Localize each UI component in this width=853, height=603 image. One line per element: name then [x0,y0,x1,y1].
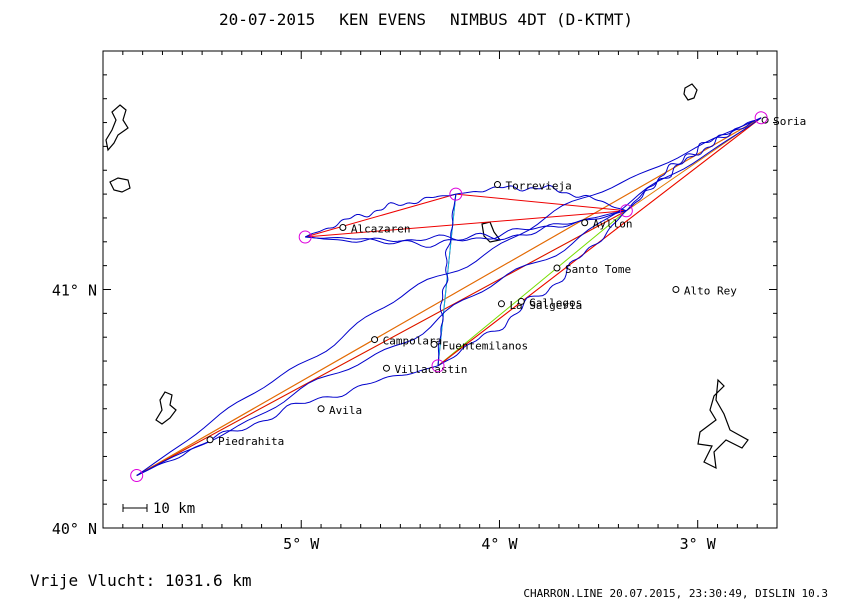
track-segment [437,194,457,366]
coastline-shape [105,104,129,152]
distance-label: Vrije Vlucht: 1031.6 km [30,571,252,590]
track-segment [136,117,762,476]
turnpoint-markers [130,111,768,483]
task-leg [305,210,627,238]
place-marker [553,264,561,272]
place-marker [672,286,680,293]
place-marker [206,436,214,444]
place-label: Alcazaren [351,222,411,235]
place-marker [382,364,390,372]
place-marker [493,181,501,189]
glider-name: NIMBUS 4DT (D-KTMT) [450,10,633,29]
task-leg [136,117,762,476]
turnpoint-circle [130,469,144,483]
turnpoint-circle [431,359,445,373]
x-tick-label: 5° W [283,535,320,553]
track-segment [625,117,762,212]
coastline-shape [683,83,698,101]
track-segment [455,184,627,212]
turnpoint-circle [619,204,633,218]
coastline-shape [155,391,177,425]
track-segment [625,117,762,212]
pilot-name: KEN EVENS [339,10,426,29]
credits-label: CHARRON.LINE 20.07.2015, 23:30:49, DISLI… [523,587,828,600]
coastline-shape [109,177,131,193]
y-tick-label: 40° N [52,520,97,538]
turnpoint-circle [298,230,312,244]
axis-ticks [103,51,778,529]
coastline-shapes [105,83,749,470]
place-label: Campolara [383,335,443,348]
place-marker [339,223,347,231]
task-leg [437,210,627,367]
place-label: Piedrahita [218,435,284,448]
y-tick-label: 41° N [52,282,97,300]
place-label: Avila [329,404,362,417]
x-tick-label: 4° W [481,535,518,553]
track-segment [136,365,439,476]
task-leg [136,210,627,476]
turnpoint-circle [754,111,768,125]
task-leg [455,193,627,212]
flight-track [136,117,762,476]
place-label: Fuentemilanos [442,339,528,352]
place-label: Santo Tome [565,263,631,276]
task-lines [136,117,762,476]
place-marker [317,405,325,413]
x-tick-label: 3° W [680,535,717,553]
place-label: Villacastin [394,363,467,376]
place-label: Ayllon [593,218,633,231]
flight-header: 20-07-2015 KEN EVENS NIMBUS 4DT (D-KTMT) [219,10,633,29]
track-segment [437,210,627,367]
plot-area: Soria Torrevieja Ayllon Alcazaren Santo Tome… [102,50,806,529]
place-label: Gallegos [529,296,582,309]
track-segment [136,117,762,476]
place-marker [517,297,525,305]
place-label: La Salgeria [509,299,582,312]
place-marker [497,300,505,308]
task-leg [305,193,456,238]
flight-date: 20-07-2015 [219,10,315,29]
place-label: Soria [773,115,806,128]
track-segment [305,210,627,245]
place-marker [581,219,589,227]
place-marker [371,336,379,344]
track-segment [304,193,457,238]
place-label: Alto Rey [684,285,737,298]
place-marker [430,340,438,348]
scale-bar: 10 km [122,501,195,517]
coastline-shape [697,378,749,470]
place-label: Torrevieja [505,180,571,193]
scale-bar-label: 10 km [153,501,195,517]
turnpoint-circle [449,187,463,201]
track-segment [305,210,627,248]
